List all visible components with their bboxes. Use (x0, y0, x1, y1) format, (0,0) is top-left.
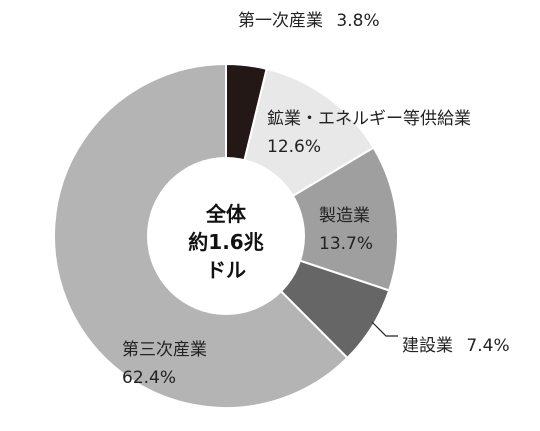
slice-name-construction: 建設業 (402, 336, 453, 356)
slice-name-tertiary: 第三次産業 (122, 340, 207, 360)
slice-value-manufacturing: 13.7% (319, 234, 373, 254)
slice-value-construction: 7.4% (466, 336, 509, 356)
slice-label-primary: 第一次産業 3.8% (238, 11, 380, 31)
center-text-line-2: 約1.6兆 (188, 230, 263, 254)
center-text-line-3: ドル (206, 258, 246, 282)
slice-name-energy: 鉱業・エネルギー等供給業 (267, 109, 471, 129)
donut-hole (147, 157, 305, 315)
slice-value-primary: 3.8% (336, 11, 379, 31)
slice-label-construction: 建設業 7.4% (402, 336, 510, 356)
center-text-line-1: 全体 (205, 202, 247, 226)
leader-line-construction (371, 321, 398, 337)
slice-value-tertiary: 62.4% (122, 368, 176, 388)
slice-manufacturing (223, 146, 399, 292)
slice-name-primary: 第一次産業 (238, 11, 323, 31)
slice-name-manufacturing: 製造業 (319, 206, 370, 226)
slice-value-energy: 12.6% (267, 137, 321, 157)
